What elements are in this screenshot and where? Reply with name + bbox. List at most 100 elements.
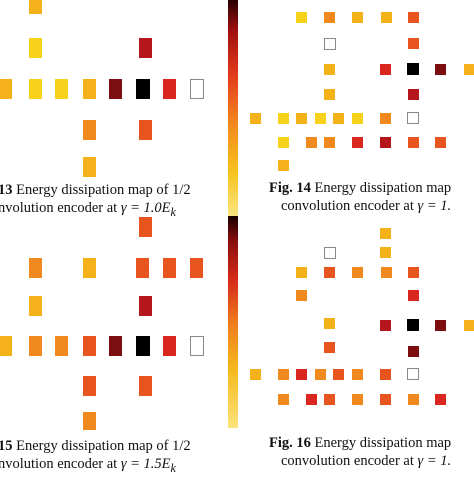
cell <box>139 296 152 316</box>
cell <box>352 113 363 124</box>
empty-cell <box>407 368 419 380</box>
cell <box>324 12 335 23</box>
cell <box>278 369 289 380</box>
empty-cell <box>324 38 336 50</box>
cell <box>407 63 419 75</box>
cell <box>408 290 419 301</box>
colorbar-bottom <box>228 216 238 428</box>
gamma-expression: γ = 1. <box>417 198 452 214</box>
cell <box>29 296 42 316</box>
caption-text: Energy dissipation map <box>314 435 452 451</box>
cell <box>352 137 363 148</box>
cell <box>408 346 419 357</box>
caption-text: Energy dissipation map of 1/2 <box>16 182 191 198</box>
cell <box>136 336 150 356</box>
cell <box>380 394 391 405</box>
cell <box>83 120 96 140</box>
cell <box>83 258 96 278</box>
cell <box>324 64 335 75</box>
cell <box>306 394 317 405</box>
colorbar-top <box>228 0 238 220</box>
cell <box>278 113 289 124</box>
cell <box>190 258 203 278</box>
cell <box>29 38 42 58</box>
figure-15-map <box>0 217 230 430</box>
cell <box>163 336 176 356</box>
cell <box>408 12 419 23</box>
cell <box>380 320 391 331</box>
caption-text: convolution encoder at <box>281 198 414 214</box>
cell <box>333 113 344 124</box>
cell <box>83 336 96 356</box>
figure-16-map <box>240 210 474 405</box>
cell <box>315 113 326 124</box>
cell <box>464 320 474 331</box>
figure-label: 15 <box>0 438 13 454</box>
cell <box>29 336 42 356</box>
cell <box>109 79 122 99</box>
cell <box>278 394 289 405</box>
cell <box>296 290 307 301</box>
cell <box>435 137 446 148</box>
caption-text: nvolution encoder at <box>0 200 118 216</box>
cell <box>139 376 152 396</box>
cell <box>408 394 419 405</box>
figure-14-map <box>240 0 474 180</box>
cell <box>315 369 326 380</box>
cell <box>324 267 335 278</box>
caption-text: nvolution encoder at <box>0 456 118 472</box>
cell <box>380 228 391 239</box>
cell <box>407 319 419 331</box>
figure-label: Fig. 16 <box>269 435 311 451</box>
cell <box>278 160 289 171</box>
cell <box>163 79 176 99</box>
figure-label: Fig. 14 <box>269 180 311 196</box>
empty-cell <box>324 247 336 259</box>
cell <box>333 369 344 380</box>
gamma-expression: γ = 1. <box>417 453 452 469</box>
cell <box>380 113 391 124</box>
gamma-expression: γ = 1.5E <box>120 456 171 472</box>
cell <box>296 369 307 380</box>
cell <box>250 113 261 124</box>
cell <box>29 258 42 278</box>
empty-cell <box>190 79 204 99</box>
cell <box>139 120 152 140</box>
empty-cell <box>190 336 204 356</box>
cell <box>408 89 419 100</box>
cell <box>83 157 96 177</box>
cell <box>435 320 446 331</box>
cell <box>380 247 391 258</box>
cell <box>352 369 363 380</box>
cell <box>380 137 391 148</box>
cell <box>324 89 335 100</box>
cell <box>408 267 419 278</box>
cell <box>29 79 42 99</box>
caption-figure-14: Fig. 14 Energy dissipation map convoluti… <box>269 179 451 215</box>
cell <box>352 12 363 23</box>
cell <box>55 79 68 99</box>
cell <box>435 394 446 405</box>
caption-figure-15: 15 Energy dissipation map of 1/2 nvoluti… <box>0 437 191 477</box>
cell <box>29 0 42 14</box>
cell <box>0 336 12 356</box>
cell <box>136 258 149 278</box>
cell <box>278 137 289 148</box>
cell <box>163 258 176 278</box>
cell <box>408 137 419 148</box>
cell <box>381 267 392 278</box>
gamma-subscript: k <box>170 204 176 219</box>
cell <box>55 336 68 356</box>
cell <box>250 369 261 380</box>
cell <box>83 79 96 99</box>
cell <box>380 64 391 75</box>
caption-figure-16: Fig. 16 Energy dissipation map convoluti… <box>269 434 451 470</box>
cell <box>352 394 363 405</box>
cell <box>296 113 307 124</box>
cell <box>296 12 307 23</box>
cell <box>83 376 96 396</box>
caption-text: convolution encoder at <box>281 453 414 469</box>
cell <box>324 318 335 329</box>
gamma-expression: γ = 1.0E <box>120 200 171 216</box>
cell <box>139 38 152 58</box>
